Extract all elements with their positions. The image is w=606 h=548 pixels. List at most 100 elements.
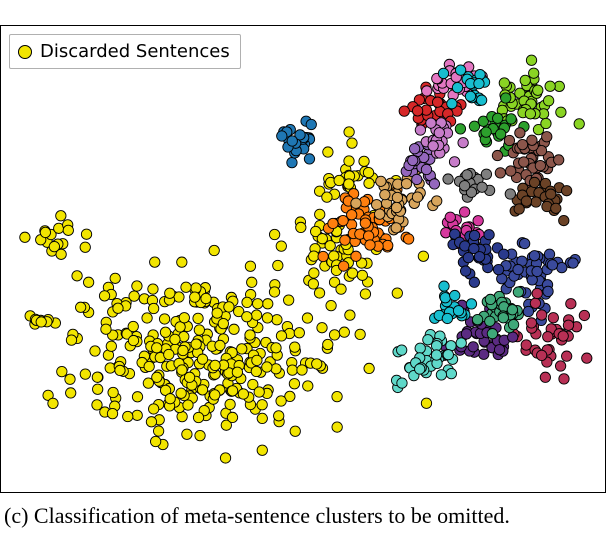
scatter-point: [428, 141, 438, 151]
scatter-point: [543, 332, 553, 342]
scatter-point: [561, 186, 571, 196]
scatter-point: [257, 400, 267, 410]
scatter-point: [473, 216, 483, 226]
scatter-point: [499, 249, 509, 259]
scatter-point: [92, 372, 102, 382]
scatter-point: [458, 138, 468, 148]
scatter-point: [559, 215, 569, 225]
scatter-point: [392, 288, 402, 298]
scatter-point: [263, 299, 273, 309]
scatter-point: [439, 281, 449, 291]
scatter-point: [303, 381, 313, 391]
scatter-point: [309, 251, 319, 261]
scatter-point: [508, 319, 518, 329]
scatter-point: [287, 157, 297, 167]
scatter-point: [332, 422, 342, 432]
scatter-point: [446, 368, 456, 378]
scatter-point: [392, 192, 402, 202]
scatter-point: [56, 211, 66, 221]
scatter-point: [517, 139, 527, 149]
scatter-point: [460, 266, 470, 276]
scatter-point: [554, 155, 564, 165]
scatter-point: [290, 342, 300, 352]
scatter-point: [179, 313, 189, 323]
scatter-point: [176, 388, 186, 398]
scatter-point: [99, 291, 109, 301]
legend-label: Discarded Sentences: [40, 41, 230, 62]
scatter-point: [568, 258, 578, 268]
scatter-point: [513, 287, 523, 297]
scatter-point: [374, 209, 384, 219]
scatter-point: [314, 288, 324, 298]
scatter-point: [165, 394, 175, 404]
scatter-point: [403, 234, 413, 244]
scatter-point: [150, 257, 160, 267]
scatter-point: [210, 390, 220, 400]
scatter-point: [344, 127, 354, 137]
scatter-point: [75, 302, 85, 312]
scatter-point: [351, 251, 361, 261]
scatter-point: [559, 374, 569, 384]
scatter-point: [129, 291, 139, 301]
scatter-point: [445, 212, 455, 222]
scatter-point: [423, 335, 433, 345]
scatter-point: [391, 223, 401, 233]
scatter-point: [365, 240, 375, 250]
scatter-point: [531, 197, 541, 207]
scatter-point: [227, 412, 237, 422]
scatter-point: [323, 147, 333, 157]
legend: Discarded Sentences: [9, 34, 241, 69]
scatter-point: [182, 429, 192, 439]
scatter-point: [115, 365, 125, 375]
scatter-point: [178, 345, 188, 355]
scatter-point: [101, 324, 111, 334]
scatter-point: [252, 355, 262, 365]
scatter-point: [72, 271, 82, 281]
scatter-point: [504, 135, 514, 145]
scatter-point: [80, 369, 90, 379]
scatter-point: [229, 324, 239, 334]
scatter-point: [499, 78, 509, 88]
scatter-point: [364, 363, 374, 373]
scatter-point: [148, 284, 158, 294]
scatter-point: [535, 160, 545, 170]
scatter-point: [83, 277, 93, 287]
scatter-point: [271, 364, 281, 374]
scatter-point: [317, 323, 327, 333]
scatter-point: [80, 242, 90, 252]
scatter-point: [93, 384, 103, 394]
scatter-point: [527, 135, 537, 145]
scatter-point: [485, 294, 495, 304]
scatter-point: [339, 327, 349, 337]
scatter-point: [225, 399, 235, 409]
scatter-point: [170, 334, 180, 344]
scatter-point: [153, 426, 163, 436]
scatter-point: [447, 98, 457, 108]
scatter-point: [526, 55, 536, 65]
scatter-point: [566, 299, 576, 309]
scatter-point: [582, 353, 592, 363]
scatter-point: [563, 320, 573, 330]
scatter-point: [146, 417, 156, 427]
scatter-point: [494, 345, 504, 355]
scatter-point: [519, 238, 529, 248]
scatter-point: [515, 128, 525, 138]
scatter-point: [276, 331, 286, 341]
scatter-point: [142, 313, 152, 323]
scatter-point: [477, 182, 487, 192]
scatter-point: [159, 314, 169, 324]
scatter-point: [238, 389, 248, 399]
scatter-point: [269, 229, 279, 239]
scatter-point: [546, 189, 556, 199]
scatter-point: [540, 372, 550, 382]
scatter-point: [351, 198, 361, 208]
scatter-point: [360, 289, 370, 299]
scatter-point: [520, 75, 530, 85]
scatter-point: [144, 361, 154, 371]
scatter-point: [521, 340, 531, 350]
scatter-point: [123, 411, 133, 421]
scatter-point: [183, 400, 193, 410]
scatter-point: [322, 192, 332, 202]
scatter-point: [431, 350, 441, 360]
scatter-point: [495, 129, 505, 139]
